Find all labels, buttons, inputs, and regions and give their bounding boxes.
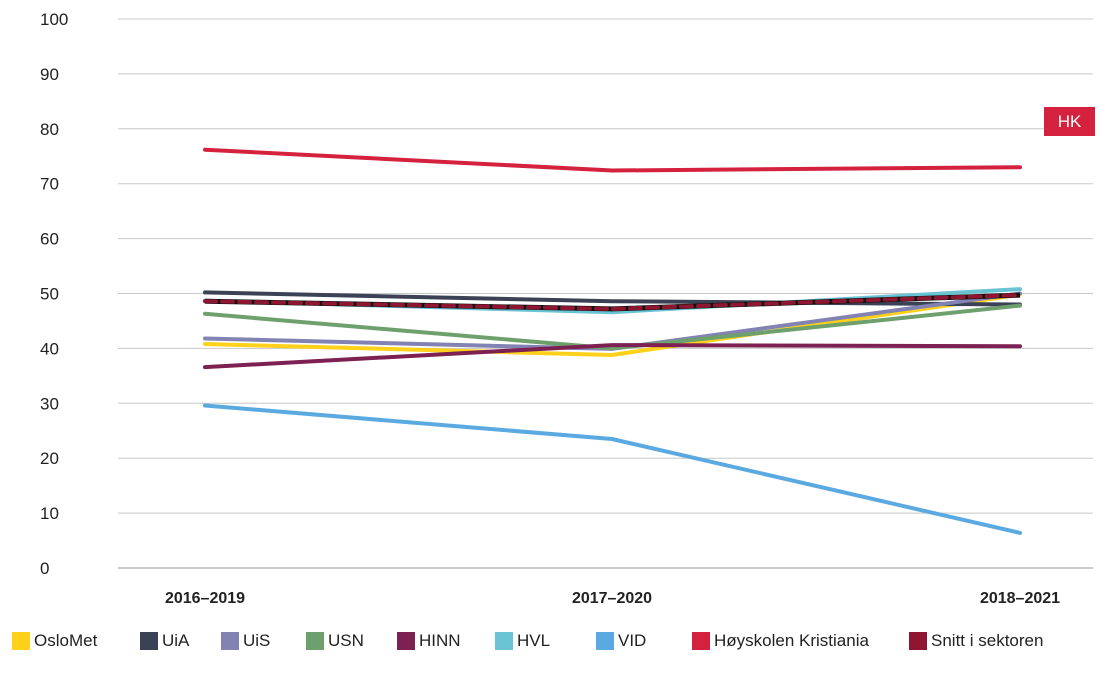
y-tick-label: 100 bbox=[40, 10, 68, 29]
series-line-oslomet bbox=[203, 292, 1022, 357]
y-tick-label: 70 bbox=[40, 175, 59, 194]
y-tick-label: 10 bbox=[40, 504, 59, 523]
x-axis-labels: 2016–2019 2017–2020 2018–2021 bbox=[165, 590, 1060, 607]
legend-swatch bbox=[140, 632, 158, 650]
legend-label: USN bbox=[328, 631, 364, 650]
legend-label: UiS bbox=[243, 631, 271, 650]
x-tick-label: 2017–2020 bbox=[572, 590, 652, 607]
legend-swatch bbox=[221, 632, 239, 650]
x-tick-label: 2018–2021 bbox=[980, 590, 1060, 607]
legend-swatch bbox=[909, 632, 927, 650]
legend-label: OsloMet bbox=[34, 631, 98, 650]
legend-item: UiA bbox=[140, 627, 189, 655]
legend-swatch bbox=[397, 632, 415, 650]
legend-label: VID bbox=[618, 631, 647, 650]
y-tick-label: 0 bbox=[40, 559, 49, 578]
y-tick-label: 60 bbox=[40, 230, 59, 249]
legend-item: UiS bbox=[221, 627, 270, 655]
x-tick-label: 2016–2019 bbox=[165, 590, 245, 607]
legend-item: Høyskolen Kristiania bbox=[692, 627, 869, 655]
legend-item: USN bbox=[306, 627, 364, 655]
hk-annotation-label: HK bbox=[1044, 107, 1095, 136]
legend-item: HINN bbox=[397, 627, 461, 655]
legend-item: HVL bbox=[495, 627, 550, 655]
series-line-hinn bbox=[203, 343, 1022, 370]
y-tick-label: 50 bbox=[40, 285, 59, 304]
legend-swatch bbox=[12, 632, 30, 650]
y-tick-label: 30 bbox=[40, 394, 59, 413]
series-line-snitt-i-sektoren bbox=[203, 293, 1022, 311]
legend-item: OsloMet bbox=[12, 627, 97, 655]
series-line-vid bbox=[203, 403, 1022, 535]
legend-label: Snitt i sektoren bbox=[931, 631, 1044, 650]
legend-item: VID bbox=[596, 627, 646, 655]
legend-label: Høyskolen Kristiania bbox=[714, 631, 869, 650]
legend-swatch bbox=[596, 632, 614, 650]
y-tick-label: 20 bbox=[40, 449, 59, 468]
y-tick-label: 90 bbox=[40, 65, 59, 84]
legend-label: HINN bbox=[419, 631, 461, 650]
legend-swatch bbox=[495, 632, 513, 650]
series-line-usn bbox=[203, 303, 1022, 351]
legend-label: UiA bbox=[162, 631, 190, 650]
series-lines bbox=[203, 147, 1022, 535]
y-tick-label: 80 bbox=[40, 120, 59, 139]
series-line-uia bbox=[203, 290, 1022, 307]
series-line-h-yskolen-kristiania bbox=[203, 147, 1022, 173]
y-tick-label: 40 bbox=[40, 339, 59, 358]
legend-item: Snitt i sektoren bbox=[909, 627, 1043, 655]
legend-swatch bbox=[692, 632, 710, 650]
legend-swatch bbox=[306, 632, 324, 650]
legend: OsloMet UiA UiS USN HINN HVL VID Høyskolen Kris… bbox=[0, 627, 1106, 655]
legend-label: HVL bbox=[517, 631, 551, 650]
y-axis-labels: 0 10 20 30 40 50 60 70 80 90 100 bbox=[40, 10, 68, 578]
